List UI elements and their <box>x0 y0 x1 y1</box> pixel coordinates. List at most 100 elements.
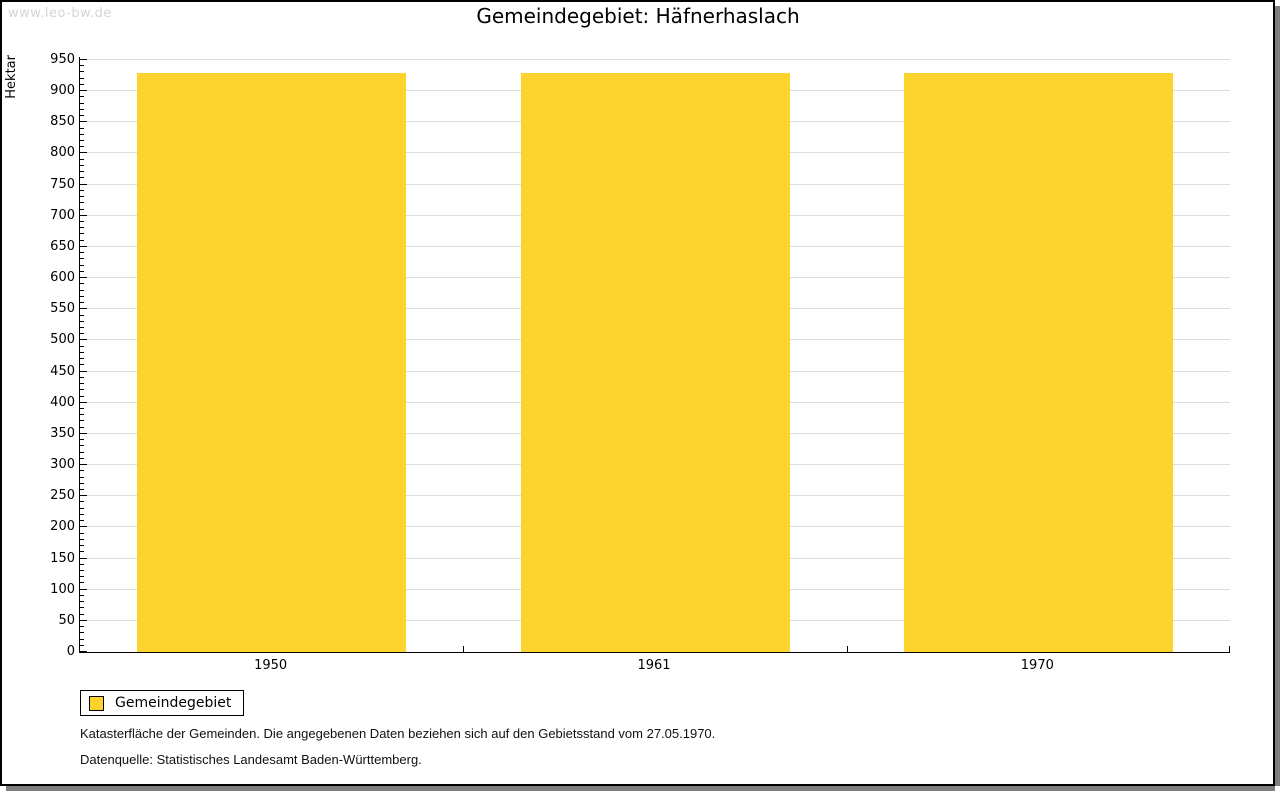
y-minor-tick-630 <box>80 258 84 260</box>
y-minor-tick-940 <box>80 65 84 67</box>
y-minor-tick-590 <box>80 283 84 285</box>
y-tick-label-100: 100 <box>50 581 75 597</box>
y-major-tick-700 <box>80 214 87 216</box>
y-minor-tick-910 <box>80 83 84 85</box>
gridline-950 <box>80 59 1230 60</box>
y-major-tick-800 <box>80 152 87 154</box>
y-minor-tick-670 <box>80 233 84 235</box>
y-minor-tick-730 <box>80 196 84 198</box>
y-minor-tick-340 <box>80 439 84 441</box>
y-major-tick-750 <box>80 183 87 185</box>
y-minor-tick-60 <box>80 613 84 615</box>
y-tick-label-150: 150 <box>50 550 75 566</box>
y-minor-tick-10 <box>80 644 84 646</box>
y-minor-tick-310 <box>80 457 84 459</box>
y-major-tick-400 <box>80 401 87 403</box>
y-minor-tick-490 <box>80 345 84 347</box>
y-tick-label-450: 450 <box>50 363 75 379</box>
y-axis-tick-labels: 0 50 100 150 200 250 300 350 400 450 500 550 600 650 7… <box>0 0 75 791</box>
y-major-tick-850 <box>80 121 87 123</box>
y-minor-tick-660 <box>80 239 84 241</box>
y-tick-label-650: 650 <box>50 238 75 254</box>
y-minor-tick-170 <box>80 545 84 547</box>
y-minor-tick-230 <box>80 507 84 509</box>
y-major-tick-0 <box>80 651 87 652</box>
y-minor-tick-320 <box>80 451 84 453</box>
y-minor-tick-380 <box>80 414 84 416</box>
frame-shadow-right <box>1275 6 1280 786</box>
y-major-tick-50 <box>80 619 87 621</box>
y-tick-label-500: 500 <box>50 332 75 348</box>
y-major-tick-650 <box>80 245 87 247</box>
y-minor-tick-70 <box>80 607 84 609</box>
y-minor-tick-470 <box>80 358 84 360</box>
x-tick-label-1950: 1950 <box>254 658 288 673</box>
y-minor-tick-930 <box>80 71 84 73</box>
y-minor-tick-210 <box>80 520 84 522</box>
y-minor-tick-740 <box>80 189 84 191</box>
y-minor-tick-520 <box>80 326 84 328</box>
y-minor-tick-810 <box>80 146 84 148</box>
y-minor-tick-410 <box>80 395 84 397</box>
bar-1970 <box>903 73 1173 652</box>
y-minor-tick-430 <box>80 383 84 385</box>
y-minor-tick-770 <box>80 171 84 173</box>
y-minor-tick-610 <box>80 270 84 272</box>
y-minor-tick-860 <box>80 115 84 117</box>
frame-shadow-bottom <box>6 786 1275 791</box>
y-minor-tick-880 <box>80 102 84 104</box>
y-major-tick-900 <box>80 90 87 92</box>
y-minor-tick-530 <box>80 320 84 322</box>
y-minor-tick-890 <box>80 96 84 98</box>
y-major-tick-150 <box>80 557 87 559</box>
y-minor-tick-420 <box>80 389 84 391</box>
legend-label-gemeindegebiet: Gemeindegebiet <box>115 695 232 711</box>
y-minor-tick-510 <box>80 333 84 335</box>
y-major-tick-250 <box>80 495 87 497</box>
y-tick-label-400: 400 <box>50 394 75 410</box>
y-minor-tick-330 <box>80 445 84 447</box>
y-major-tick-950 <box>80 59 87 60</box>
footnote-line-1: Katasterfläche der Gemeinden. Die angege… <box>80 726 716 741</box>
y-minor-tick-240 <box>80 501 84 503</box>
y-minor-tick-20 <box>80 638 84 640</box>
bar-1950 <box>137 73 407 652</box>
y-minor-tick-370 <box>80 420 84 422</box>
x-boundary-tick-1 <box>463 646 465 652</box>
y-minor-tick-690 <box>80 221 84 223</box>
y-minor-tick-360 <box>80 426 84 428</box>
y-minor-tick-560 <box>80 302 84 304</box>
y-minor-tick-480 <box>80 351 84 353</box>
y-tick-label-250: 250 <box>50 488 75 504</box>
y-minor-tick-780 <box>80 164 84 166</box>
legend-swatch-gemeindegebiet <box>89 695 104 711</box>
y-tick-label-750: 750 <box>50 176 75 192</box>
y-minor-tick-710 <box>80 208 84 210</box>
y-minor-tick-540 <box>80 314 84 316</box>
y-tick-label-700: 700 <box>50 207 75 223</box>
y-minor-tick-260 <box>80 488 84 490</box>
y-minor-tick-580 <box>80 289 84 291</box>
y-minor-tick-830 <box>80 133 84 135</box>
y-minor-tick-90 <box>80 594 84 596</box>
x-axis-tick-labels: 1950 1961 1970 <box>79 0 1229 791</box>
y-major-tick-550 <box>80 308 87 310</box>
y-minor-tick-920 <box>80 77 84 79</box>
y-tick-label-550: 550 <box>50 301 75 317</box>
y-minor-tick-440 <box>80 376 84 378</box>
y-major-tick-500 <box>80 339 87 341</box>
y-major-tick-200 <box>80 526 87 528</box>
x-tick-label-1970: 1970 <box>1020 658 1054 673</box>
y-minor-tick-220 <box>80 513 84 515</box>
bar-1961 <box>520 73 790 652</box>
y-minor-tick-80 <box>80 601 84 603</box>
y-major-tick-100 <box>80 588 87 590</box>
y-major-tick-600 <box>80 277 87 279</box>
y-minor-tick-140 <box>80 563 84 565</box>
y-minor-tick-190 <box>80 532 84 534</box>
y-major-tick-450 <box>80 370 87 372</box>
x-boundary-tick-2 <box>846 646 848 652</box>
y-minor-tick-180 <box>80 538 84 540</box>
y-minor-tick-280 <box>80 476 84 478</box>
